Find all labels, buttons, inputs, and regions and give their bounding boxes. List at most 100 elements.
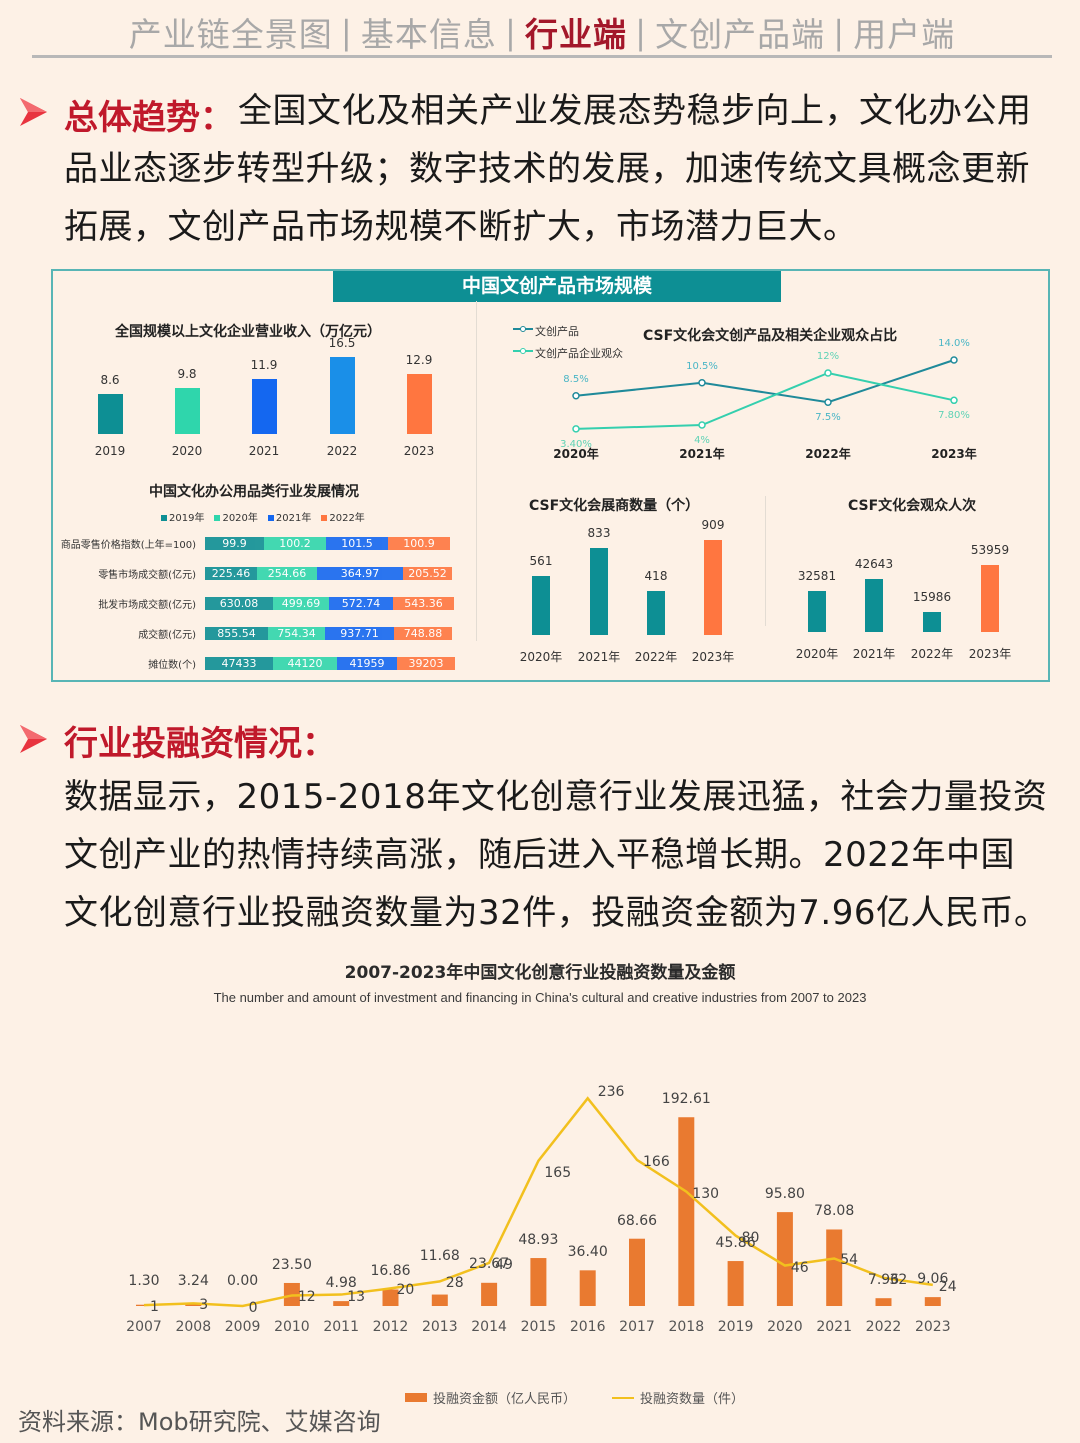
bar-value-label: 8.6 (100, 373, 120, 387)
legend-office: 2019年 2020年 2021年 2022年 (161, 509, 365, 524)
bar-value-label: 11.68 (419, 1248, 460, 1264)
bar-value-label: 0.00 (227, 1273, 259, 1289)
axis-label: 2015 (520, 1319, 557, 1335)
axis-label: 2020年 (519, 650, 563, 664)
line-value-label: 54 (840, 1252, 859, 1269)
bar-value-label: 95.80 (764, 1186, 805, 1203)
legend-label: 2020年 (222, 513, 258, 524)
bar-value-label: 833 (587, 525, 611, 540)
paragraph-line: 文化创意行业投融资数量为32件，投融资金额为7.96亿人民币。 (64, 893, 1049, 933)
chart-title-revenue: 全国规模以上文化企业营业收入（万亿元） (115, 324, 381, 340)
nav-separator: | (340, 12, 353, 52)
nav-tab-1[interactable]: 基本信息 (360, 15, 497, 54)
row-label: 批发市场成交额(亿元) (98, 600, 196, 611)
data-point (950, 356, 958, 364)
axis-label: 2010 (274, 1319, 310, 1335)
chart-title-csf-share: CSF文化会文创产品及相关企业观众占比 (643, 328, 898, 344)
bar-investment-amount (382, 1289, 399, 1306)
line-value-label: 28 (445, 1275, 464, 1292)
bar-value-label: 23.50 (271, 1256, 312, 1273)
table-cell: 364.97 (317, 567, 403, 580)
axis-label: 2020年 (795, 647, 839, 661)
paragraph-line: 文创产业的热情持续高涨，随后进入平稳增长期。2022年中国 (64, 835, 1016, 875)
bar-investment-amount (579, 1270, 596, 1306)
nav-tab-4[interactable]: 用户端 (853, 15, 956, 54)
axis-label: 2018 (668, 1319, 705, 1335)
row-label: 零售市场成交额(亿元) (98, 570, 196, 581)
bar-value-label: 1.30 (128, 1273, 160, 1289)
bar-value-label: 4.98 (325, 1275, 357, 1292)
axis-label: 2023 (914, 1319, 951, 1335)
paragraph-line: 数据显示，2015-2018年文化创意行业发展迅猛，社会力量投资 (64, 777, 1048, 817)
axis-label: 2023年 (691, 650, 735, 664)
bar-value-label: 16.86 (370, 1263, 411, 1280)
axis-label: 2011 (323, 1319, 359, 1335)
line-investment-count (143, 1096, 933, 1308)
divider (476, 301, 477, 641)
panel-banner-title: 中国文创产品市场规模 (333, 271, 781, 302)
bar-investment-amount (530, 1258, 547, 1306)
bar-visitors (865, 578, 883, 632)
table-cell: 499.69 (273, 597, 329, 610)
legend-label: 2021年 (275, 513, 312, 524)
legend-item: 2019年 (161, 509, 204, 524)
bar-revenue (98, 394, 123, 434)
bar-visitors (808, 591, 826, 632)
table-cell: 937.71 (325, 627, 394, 640)
nav-separator: | (833, 12, 846, 52)
bar-value-label: 11.9 (250, 357, 278, 372)
bar-investment-amount (727, 1261, 744, 1306)
data-point (698, 421, 706, 429)
line-value-label: 130 (692, 1185, 720, 1202)
investment-chart-subtitle: The number and amount of investment and … (213, 990, 867, 1005)
nav-tab-2[interactable]: 行业端 (525, 15, 627, 54)
paragraph-line: 全国文化及相关产业发展态势稳步向上，文化办公用 (238, 91, 1032, 131)
bar-revenue (330, 357, 355, 434)
line-value-label: 3 (199, 1297, 209, 1314)
table-cell: 100.2 (264, 537, 326, 550)
axis-label: 2021年 (679, 447, 725, 461)
bar-investment-amount (333, 1301, 350, 1306)
bar-value-label: 68.66 (616, 1212, 658, 1229)
table-cell: 754.34 (268, 627, 325, 640)
axis-label: 2020 (767, 1319, 803, 1335)
axis-label: 2016 (569, 1319, 606, 1335)
legend-label: 2019年 (169, 513, 205, 524)
nav-tab-0[interactable]: 产业链全景图 (128, 15, 333, 54)
table-cell: 100.9 (388, 537, 450, 550)
legend-marker (520, 326, 526, 332)
axis-label: 2022 (865, 1319, 902, 1335)
bar-exhibitors (590, 547, 608, 635)
axis-label: 2020 (171, 444, 203, 458)
bar-value-label: 23.67 (469, 1256, 510, 1272)
legend-swatch-bar (405, 1393, 427, 1402)
line-value-label: 165 (544, 1164, 572, 1181)
line-value-label: 49 (495, 1256, 513, 1273)
line-value-label: 1 (150, 1299, 159, 1316)
axis-label: 2017 (619, 1319, 655, 1335)
nav-tab-3[interactable]: 文创产品端 (655, 15, 826, 54)
paragraph-line: 拓展，文创产品市场规模不断扩大，市场潜力巨大。 (64, 207, 858, 247)
line-value-label: 166 (643, 1153, 670, 1170)
line-value-label: 46 (790, 1259, 809, 1276)
legend-count: 投融资数量（件） (612, 1388, 744, 1407)
paragraph-line: 品业态逐步转型升级；数字技术的发展，加速传统文具概念更新 (64, 149, 1030, 189)
line-value-label: 3.40% (560, 438, 592, 450)
line-value-label: 0 (248, 1300, 258, 1316)
axis-label: 2012 (372, 1319, 409, 1335)
axis-label: 2021年 (852, 647, 896, 661)
bar-investment-amount (431, 1294, 448, 1306)
line-value-label: 10.5% (686, 360, 718, 372)
data-point (824, 369, 832, 377)
bar-investment-amount (826, 1229, 843, 1306)
legend-swatch (161, 515, 167, 521)
legend-label: 2022年 (329, 513, 365, 524)
line-value-label: 4% (694, 435, 710, 446)
bar-revenue (252, 378, 277, 434)
legend-swatch (267, 515, 274, 521)
line-value-label: 7.5% (815, 412, 841, 424)
table-cell: 254.66 (257, 567, 317, 580)
data-point (572, 392, 580, 400)
line-value-label: 24 (938, 1278, 957, 1295)
legend-item: 2022年 (321, 509, 365, 524)
